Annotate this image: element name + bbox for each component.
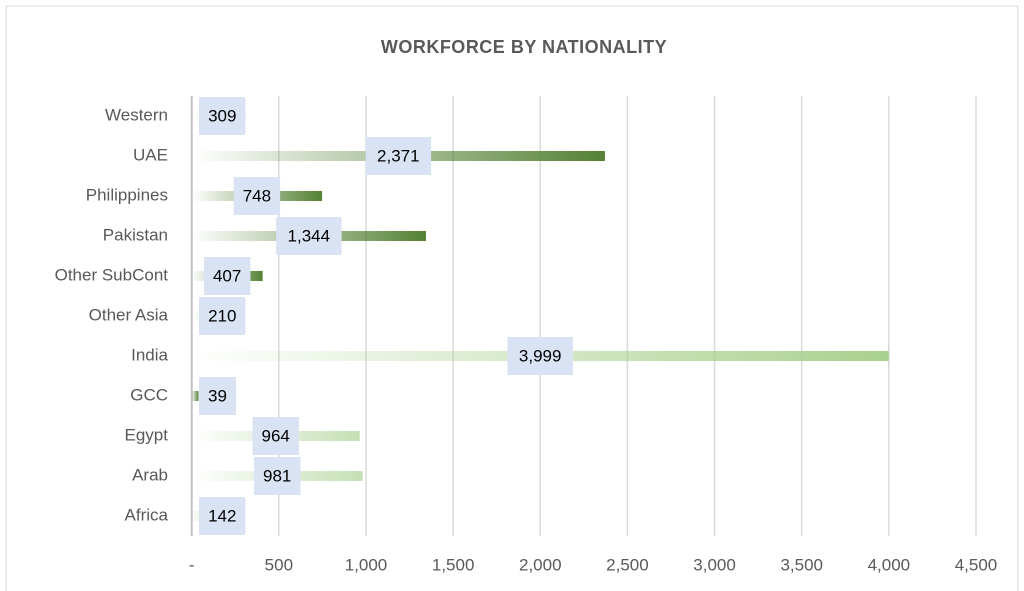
data-label-box — [253, 457, 301, 495]
y-tick-label: GCC — [130, 385, 168, 404]
x-tick-label: 3,500 — [780, 555, 823, 574]
chart-border — [5, 5, 1019, 591]
data-label: 142 — [208, 506, 236, 525]
data-label-box — [365, 137, 432, 175]
y-tick-label: Pakistan — [103, 225, 168, 244]
data-label: 2,371 — [377, 146, 420, 165]
bar — [191, 391, 199, 401]
data-label: 39 — [208, 386, 227, 405]
data-label-box — [507, 337, 573, 375]
y-tick-label: Other Asia — [89, 305, 169, 324]
y-tick-label: Other SubCont — [55, 265, 169, 284]
y-tick-label: Egypt — [125, 425, 169, 444]
x-tick-label: 500 — [265, 555, 293, 574]
data-label-box — [199, 497, 246, 535]
x-tick-label: 4,000 — [868, 555, 911, 574]
data-label-box — [199, 377, 236, 415]
x-tick-label: 2,500 — [606, 555, 649, 574]
y-tick-label: Arab — [132, 465, 168, 484]
x-tick-label: 1,500 — [432, 555, 475, 574]
data-label: 407 — [213, 266, 241, 285]
x-tick-label: 1,000 — [345, 555, 388, 574]
y-tick-label: Western — [105, 105, 168, 124]
x-tick-label: 4,500 — [955, 555, 998, 574]
data-label-box — [199, 297, 246, 335]
data-label-box — [252, 417, 299, 455]
data-label: 210 — [208, 306, 236, 325]
data-label-box — [233, 177, 281, 215]
data-label: 309 — [208, 106, 236, 125]
y-tick-label: Africa — [125, 505, 169, 524]
y-tick-label: Philippines — [86, 185, 168, 204]
y-tick-label: India — [131, 345, 168, 364]
x-tick-label: 2,000 — [519, 555, 562, 574]
data-label: 964 — [262, 426, 290, 445]
data-label-box — [199, 97, 246, 135]
data-label: 1,344 — [288, 226, 331, 245]
x-tick-label: 3,000 — [693, 555, 736, 574]
data-label-box — [203, 257, 251, 295]
x-tick-label: - — [189, 555, 195, 574]
data-label: 3,999 — [519, 346, 562, 365]
data-label-box — [276, 217, 342, 255]
data-label: 981 — [263, 466, 291, 485]
y-tick-label: UAE — [133, 145, 168, 164]
chart-title: WORKFORCE BY NATIONALITY — [381, 37, 667, 57]
data-label: 748 — [243, 186, 271, 205]
